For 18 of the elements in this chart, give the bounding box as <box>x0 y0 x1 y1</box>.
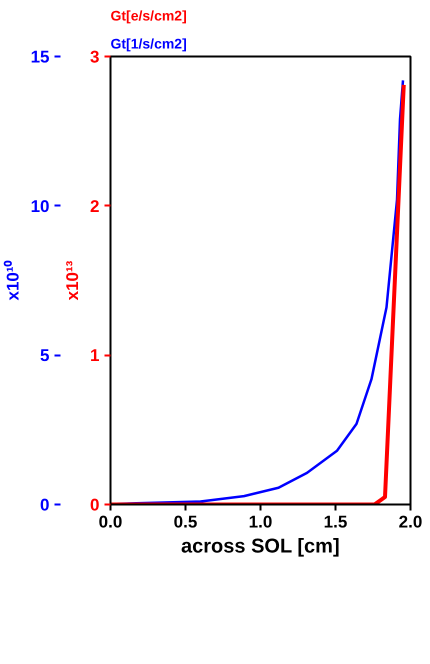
x-tick-label: 0.0 <box>98 512 122 532</box>
y2-tick-label: 10 <box>30 196 50 216</box>
y2-axis-title: x10¹⁰ <box>4 260 23 301</box>
x-tick-label: 2.0 <box>398 512 422 532</box>
y2-tick-label: 5 <box>40 346 50 366</box>
y-tick-label: 1 <box>90 346 100 366</box>
y-tick-label: 0 <box>90 496 100 514</box>
text: Gt[1/s/cm2] <box>110 36 187 52</box>
x-tick-label: 1.5 <box>324 512 348 532</box>
y-tick-label: 2 <box>90 196 100 216</box>
y-axis-title: x10¹³ <box>63 260 82 300</box>
y2-tick-label: 15 <box>30 48 50 66</box>
y-tick-label: 3 <box>90 48 100 66</box>
x-tick-label: 1.0 <box>248 512 272 532</box>
y2-tick-label: 0 <box>40 496 50 514</box>
x-tick-label: 0.5 <box>174 512 198 532</box>
x-axis-title: across SOL [cm] <box>181 536 340 558</box>
text: Gt[e/s/cm2] <box>110 8 187 24</box>
